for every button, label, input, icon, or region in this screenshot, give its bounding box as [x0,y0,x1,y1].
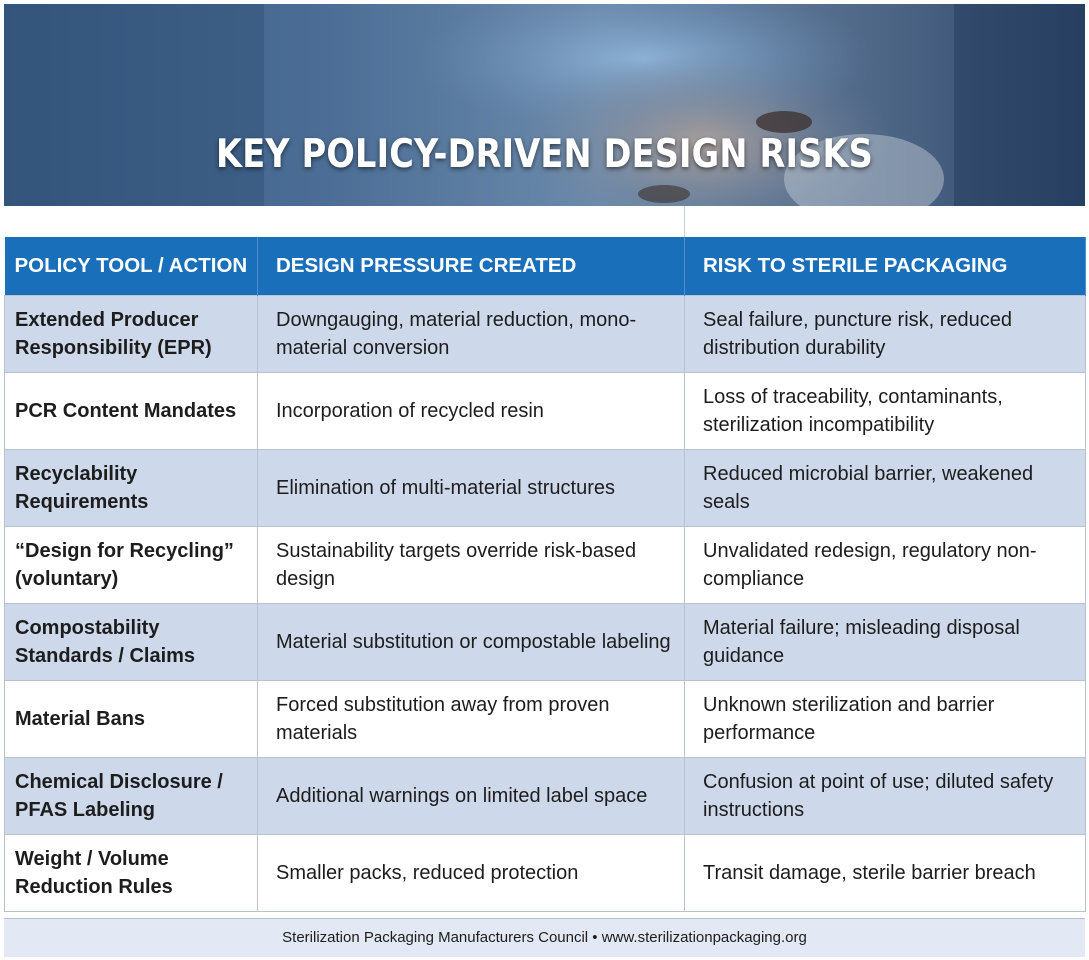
pressure-cell: Forced substitution away from proven mat… [257,680,685,758]
table-row: Compostability Standards / Claims Materi… [4,603,1086,681]
policy-cell: “Design for Recycling” (voluntary) [4,526,258,604]
healthcare-worker-photo [4,4,1085,206]
risk-cell: Unknown sterilization and barrier perfor… [684,680,1086,758]
risk-cell: Reduced microbial barrier, weakened seal… [684,449,1086,527]
column-header-risk: RISK TO STERILE PACKAGING [684,237,1086,296]
footer-credit: Sterilization Packaging Manufacturers Co… [4,918,1085,957]
table-row: “Design for Recycling” (voluntary) Susta… [4,526,1086,604]
policy-cell: Weight / Volume Reduction Rules [4,834,258,912]
spacer [4,206,1085,237]
column-header-policy: POLICY TOOL / ACTION [4,237,258,296]
table-row: Recyclability Requirements Elimination o… [4,449,1086,527]
risk-cell: Seal failure, puncture risk, reduced dis… [684,295,1086,373]
banner: KEY POLICY-DRIVEN DESIGN RISKS [4,4,1085,206]
pressure-cell: Material substitution or compostable lab… [257,603,685,681]
policy-cell: Extended Producer Responsibility (EPR) [4,295,258,373]
policy-cell: PCR Content Mandates [4,372,258,450]
risk-table: POLICY TOOL / ACTION DESIGN PRESSURE CRE… [4,237,1086,912]
page-title: KEY POLICY-DRIVEN DESIGN RISKS [216,132,873,177]
policy-cell: Chemical Disclosure / PFAS Labeling [4,757,258,835]
pressure-cell: Additional warnings on limited label spa… [257,757,685,835]
table-row: Weight / Volume Reduction Rules Smaller … [4,834,1086,912]
pressure-cell: Downgauging, material reduction, mono-ma… [257,295,685,373]
table-header-row: POLICY TOOL / ACTION DESIGN PRESSURE CRE… [4,237,1086,296]
spacer-divider [684,206,685,237]
pressure-cell: Sustainability targets override risk-bas… [257,526,685,604]
policy-cell: Compostability Standards / Claims [4,603,258,681]
pressure-cell: Smaller packs, reduced protection [257,834,685,912]
pressure-cell: Incorporation of recycled resin [257,372,685,450]
policy-cell: Material Bans [4,680,258,758]
risk-cell: Confusion at point of use; diluted safet… [684,757,1086,835]
risk-cell: Unvalidated redesign, regulatory non-com… [684,526,1086,604]
table-row: PCR Content Mandates Incorporation of re… [4,372,1086,450]
pressure-cell: Elimination of multi-material structures [257,449,685,527]
table-row: Chemical Disclosure / PFAS Labeling Addi… [4,757,1086,835]
infographic: KEY POLICY-DRIVEN DESIGN RISKS POLICY TO… [4,4,1086,957]
table-row: Extended Producer Responsibility (EPR) D… [4,295,1086,373]
column-header-pressure: DESIGN PRESSURE CREATED [257,237,685,296]
risk-cell: Loss of traceability, contaminants, ster… [684,372,1086,450]
table-row: Material Bans Forced substitution away f… [4,680,1086,758]
risk-cell: Transit damage, sterile barrier breach [684,834,1086,912]
policy-cell: Recyclability Requirements [4,449,258,527]
risk-cell: Material failure; misleading disposal gu… [684,603,1086,681]
